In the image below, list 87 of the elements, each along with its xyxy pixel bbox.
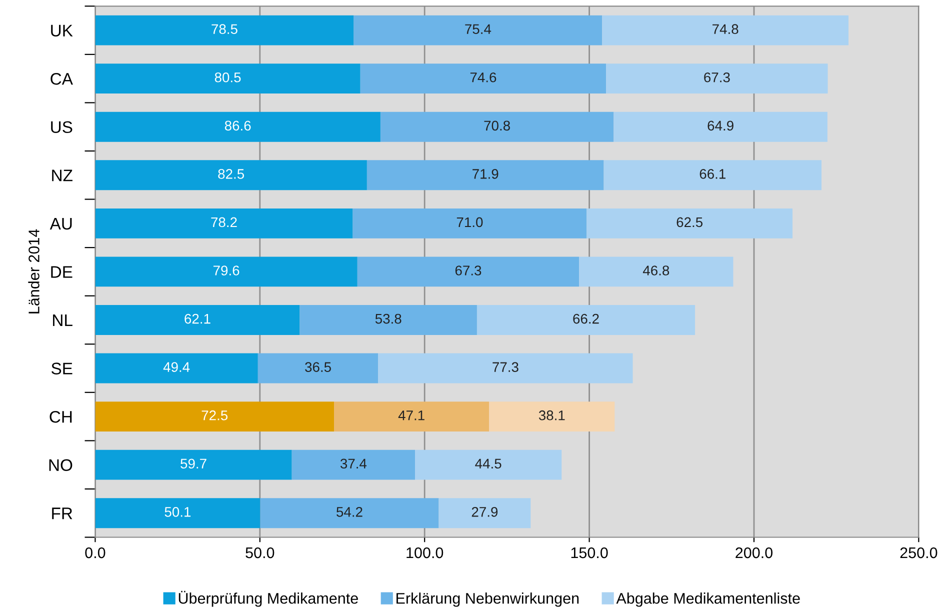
y-tick-label: AU: [50, 218, 72, 230]
bar: [260, 498, 439, 528]
data-label: 74.6: [470, 72, 496, 82]
data-label: 62.1: [184, 314, 210, 324]
bar: [95, 305, 300, 335]
data-label: 75.4: [465, 24, 492, 34]
y-tick-label: DE: [51, 266, 72, 278]
bar: [95, 353, 258, 384]
data-label: 36.5: [305, 362, 331, 372]
data-label: 82.5: [218, 169, 244, 179]
y-tick-label: NL: [53, 314, 72, 326]
bar: [380, 112, 614, 142]
x-tick-label: 200.0: [736, 547, 773, 558]
data-label: 27.9: [472, 507, 498, 517]
bar: [438, 498, 531, 528]
y-tick-label: FR: [52, 508, 72, 520]
bar: [300, 305, 477, 335]
bar: [360, 64, 606, 94]
bar: [614, 112, 828, 142]
bar: [258, 353, 378, 384]
bar: [586, 208, 793, 238]
bar: [415, 450, 562, 480]
y-tick-label: US: [51, 121, 72, 134]
data-label: 78.5: [212, 24, 238, 34]
data-label: 64.9: [708, 120, 734, 131]
bar: [579, 256, 734, 287]
bar: [95, 112, 380, 142]
data-label: 47.1: [398, 410, 424, 420]
bar: [378, 353, 633, 384]
y-tick-label: NO: [49, 459, 72, 472]
y-axis-title: Länder 2014: [28, 229, 40, 314]
bar: [476, 305, 696, 335]
bar: [602, 15, 849, 46]
y-tick-label: UK: [51, 24, 73, 36]
data-label: 59.7: [180, 458, 206, 469]
bar: [95, 402, 334, 432]
bar: [95, 208, 353, 238]
bar: [604, 160, 822, 190]
bar: [357, 256, 580, 287]
data-label: 67.3: [455, 266, 482, 276]
bar: [95, 64, 360, 94]
data-label: 44.5: [475, 458, 502, 469]
data-label: 54.2: [336, 507, 362, 517]
bar: [95, 160, 367, 190]
bar: [95, 256, 358, 287]
bar: [95, 450, 292, 480]
x-tick-label: 0.0: [85, 547, 106, 558]
data-label: 79.6: [213, 266, 240, 276]
data-label: 66.2: [573, 314, 599, 324]
data-label: 78.2: [211, 217, 237, 228]
data-label: 49.4: [163, 362, 190, 372]
data-label: 46.8: [642, 266, 670, 276]
y-tick-label: SE: [52, 362, 72, 374]
data-label: 37.4: [340, 458, 367, 469]
x-tick-label: 100.0: [406, 547, 444, 558]
bar: [352, 208, 587, 238]
data-label: 70.8: [484, 120, 510, 131]
y-tick-label: CH: [50, 410, 72, 423]
legend-label: Überprüfung Medikamente: [178, 590, 358, 607]
bar: [489, 402, 615, 432]
bar: [354, 15, 602, 46]
data-label: 53.8: [375, 314, 402, 324]
y-tick-label: CA: [50, 72, 73, 85]
data-label: 67.3: [704, 72, 730, 82]
bar: [95, 498, 260, 528]
data-label: 86.6: [224, 120, 251, 131]
data-label: 38.1: [538, 410, 565, 420]
data-label: 71.9: [472, 169, 498, 179]
data-label: 50.1: [164, 507, 191, 517]
bar: [334, 402, 490, 432]
x-tick-label: 250.0: [900, 547, 938, 558]
bar: [95, 15, 354, 46]
data-label: 72.5: [202, 410, 228, 420]
y-tick-label: NZ: [52, 170, 72, 182]
bar: [366, 160, 604, 190]
data-label: 62.5: [676, 217, 703, 228]
data-label: 80.5: [214, 72, 241, 82]
bar: [606, 64, 828, 94]
data-label: 77.3: [492, 362, 518, 372]
x-tick-label: 50.0: [246, 547, 274, 558]
data-label: 74.8: [712, 24, 738, 34]
bar: [292, 450, 416, 480]
x-tick-label: 150.0: [571, 547, 608, 558]
legend-label: Erklärung Nebenwirkungen: [396, 592, 579, 607]
data-label: 71.0: [456, 217, 483, 228]
legend-label: Abgabe Medikamentenliste: [616, 592, 800, 607]
data-label: 66.1: [700, 169, 726, 179]
